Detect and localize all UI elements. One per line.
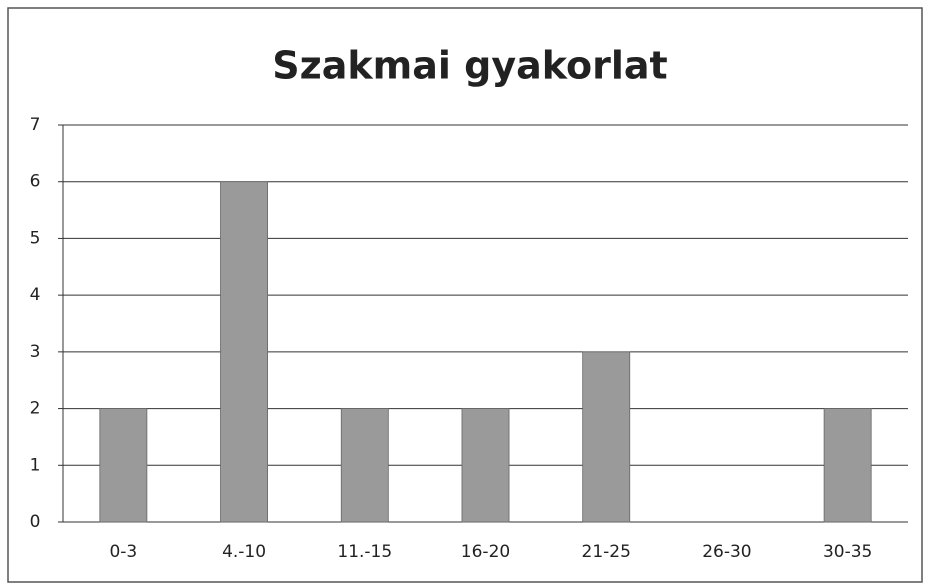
x-tick-label: 21-25 — [582, 542, 631, 562]
y-tick-label: 1 — [30, 455, 41, 475]
x-tick-label: 16-20 — [461, 542, 510, 562]
bar — [823, 408, 872, 523]
bar — [340, 408, 389, 523]
x-tick-label: 26-30 — [702, 542, 751, 562]
x-tick-label: 4.-10 — [222, 542, 266, 562]
bar — [461, 408, 510, 523]
x-tick-label: 11.-15 — [337, 542, 392, 562]
y-tick-label: 3 — [30, 342, 41, 362]
y-tick-label: 6 — [30, 172, 41, 192]
bar — [582, 351, 631, 523]
x-tick-label: 30-35 — [823, 542, 872, 562]
y-tick-label: 7 — [30, 115, 41, 135]
y-tick-label: 4 — [30, 285, 41, 305]
x-tick-label: 0-3 — [109, 542, 137, 562]
y-tick-label: 5 — [30, 228, 41, 248]
y-tick-label: 0 — [30, 512, 41, 532]
y-tick-label: 2 — [30, 399, 41, 419]
bar — [220, 181, 269, 523]
chart-title: Szakmai gyakorlat — [272, 44, 667, 88]
bar — [99, 408, 148, 523]
